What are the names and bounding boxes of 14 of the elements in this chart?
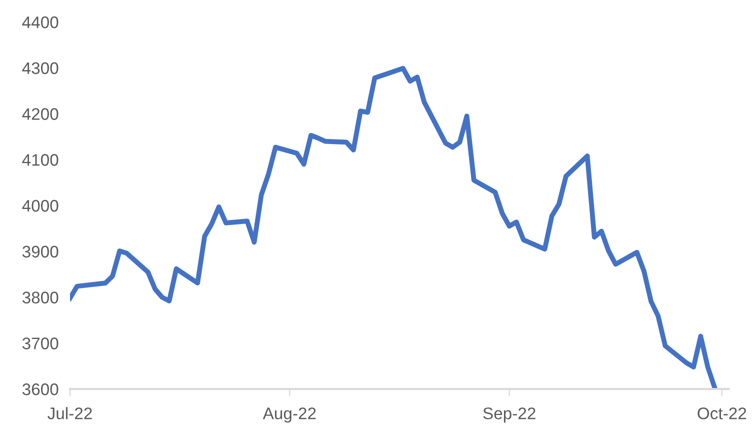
y-tick-label: 4300 <box>22 62 58 74</box>
y-tick-label: 3600 <box>22 383 58 396</box>
y-tick-label: 4400 <box>22 16 58 28</box>
y-tick-label: 4200 <box>22 108 58 120</box>
y-tick-label: 4000 <box>22 200 58 212</box>
y-tick-label: 4100 <box>22 154 58 166</box>
x-tick-label: Jul-22 <box>48 407 92 420</box>
y-tick-label: 3700 <box>22 338 58 350</box>
x-tick-label: Oct-22 <box>698 407 746 420</box>
x-tick-label: Aug-22 <box>262 407 316 423</box>
x-tick-label: Sep-22 <box>483 407 536 423</box>
y-tick-label: 3800 <box>22 292 58 304</box>
line-series <box>70 66 718 389</box>
y-tick-label: 3900 <box>22 246 58 258</box>
